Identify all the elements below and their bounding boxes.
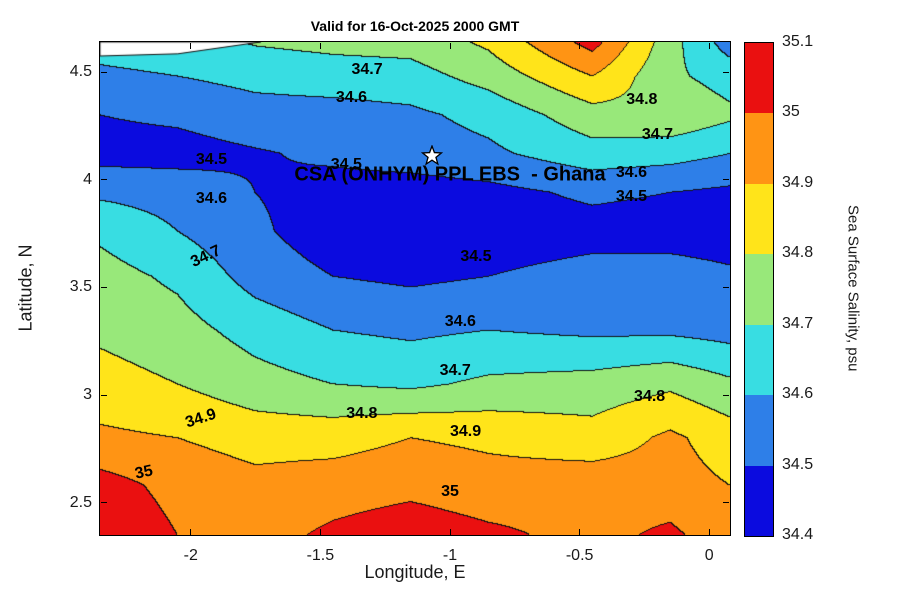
contour-label: 34.7 — [351, 60, 383, 78]
x-tick-label: 0 — [704, 547, 714, 564]
x-tick-mark — [190, 529, 192, 535]
y-tick-label: 2.5 — [69, 493, 92, 511]
x-tick-label: -0.5 — [565, 547, 594, 564]
x-tick-mark — [708, 43, 710, 49]
x-tick-label: -2 — [183, 547, 198, 564]
annotation-text: CSA (ONHYM) PPL EBS - Ghana — [294, 163, 606, 186]
y-tick-label: 4.5 — [69, 63, 92, 81]
x-tick-mark — [449, 529, 451, 535]
y-tick-mark — [101, 179, 107, 181]
y-tick-mark — [723, 71, 729, 73]
colorbar-band — [745, 113, 773, 184]
colorbar-band — [745, 254, 773, 325]
contour-label: 34.6 — [615, 164, 648, 182]
y-tick-mark — [101, 394, 107, 396]
contour-label: 34.8 — [634, 388, 666, 406]
contour-label: 34.5 — [195, 151, 228, 169]
contour-label: 34.6 — [195, 190, 228, 208]
colorbar-label: Sea Surface Salinity, psu — [844, 205, 862, 372]
contour-label: 34.8 — [346, 405, 378, 423]
colorbar-bands — [745, 43, 773, 536]
contour-label: 34.6 — [444, 312, 476, 330]
contour-label: 34.5 — [460, 248, 492, 266]
contour-plot-canvas — [100, 42, 730, 535]
x-tick-mark — [449, 43, 451, 49]
y-tick-mark — [723, 286, 729, 288]
x-tick-label: -1 — [442, 547, 458, 564]
colorbar-tick-label: 34.5 — [782, 455, 814, 473]
y-tick-mark — [723, 502, 729, 504]
y-tick-mark — [723, 179, 729, 181]
colorbar-band — [745, 43, 773, 114]
contour-label: 34.9 — [449, 422, 482, 440]
colorbar-tick-label: 34.6 — [782, 385, 814, 403]
colorbar-band — [745, 465, 773, 536]
x-tick-mark — [190, 43, 192, 49]
colorbar-tick-label: 34.9 — [782, 173, 814, 191]
colorbar — [744, 42, 774, 537]
contour-label: 34.5 — [615, 188, 648, 205]
colorbar-tick-label: 34.4 — [782, 526, 814, 543]
contour-label: 35 — [133, 461, 155, 483]
figure-title: Valid for 16-Oct-2025 2000 GMT — [310, 18, 520, 34]
y-tick-mark — [101, 286, 107, 288]
y-tick-label: 3 — [83, 386, 92, 404]
x-axis-label: Longitude, E — [364, 562, 466, 582]
colorbar-tick-label: 34.7 — [782, 314, 814, 332]
contour-label: 34.7 — [439, 362, 471, 380]
contour-label: 34.8 — [626, 91, 658, 109]
colorbar-tick-label: 35 — [782, 103, 800, 121]
colorbar-band — [745, 324, 773, 396]
x-tick-mark — [319, 529, 321, 535]
colorbar-band — [745, 183, 773, 255]
x-tick-mark — [708, 529, 710, 535]
colorbar-tick-label: 35.1 — [782, 33, 814, 50]
contour-label: 34.7 — [641, 125, 673, 143]
y-tick-mark — [723, 394, 729, 396]
y-tick-mark — [101, 502, 107, 504]
y-axis-label: Latitude, N — [15, 244, 36, 332]
y-tick-label: 3.5 — [69, 278, 92, 296]
colorbar-tick-label: 34.8 — [782, 244, 814, 262]
x-tick-label: -1.5 — [306, 547, 335, 564]
y-tick-mark — [101, 71, 107, 73]
contour-label: 34.5 — [330, 155, 362, 173]
contour-label: 35 — [441, 482, 459, 500]
star-icon — [420, 145, 443, 166]
x-tick-mark — [579, 529, 581, 535]
x-tick-mark — [319, 43, 321, 49]
contour-label: 34.6 — [335, 88, 368, 106]
y-tick-label: 4 — [83, 170, 92, 188]
x-tick-mark — [579, 43, 581, 49]
colorbar-band — [745, 395, 773, 466]
